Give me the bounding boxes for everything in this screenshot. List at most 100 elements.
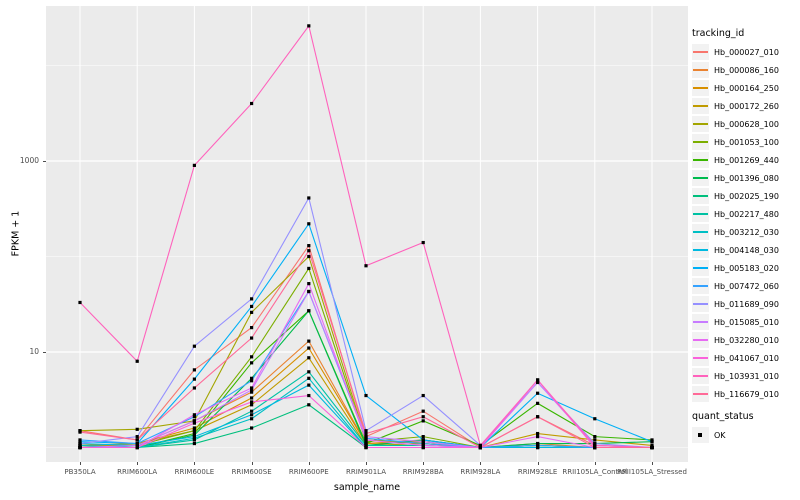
data-point [593,435,597,439]
x-tick-label: RRII105LA_Stressed [617,468,687,476]
data-point [593,441,597,446]
data-point [364,264,368,268]
data-point [421,409,425,413]
data-point [250,409,254,413]
x-tick-label: RRIM928LE [517,468,558,476]
data-point [650,443,654,448]
y-tick-label: 10 [29,347,39,356]
data-point [421,445,425,450]
data-point [307,393,311,398]
data-point [192,386,196,390]
data-point [78,440,82,444]
data-point [135,443,139,448]
x-tick-label: RRIM600LA [117,468,158,476]
legend-entry: Hb_004148_030 [692,241,798,259]
data-point [536,391,540,395]
x-tick-mark [594,462,596,465]
data-point [78,445,82,450]
line-swatch-icon [692,134,709,150]
legend-entry-label: Hb_015085_010 [714,317,779,327]
data-point [650,438,654,442]
legend-entry-label: Hb_000164_250 [714,83,779,93]
legend-entry: Hb_000027_010 [692,43,798,61]
legend-entry: Hb_002217_480 [692,205,798,223]
data-point [307,339,311,343]
x-tick-label: RRIM928LA [460,468,501,476]
line-swatch-icon [692,206,709,222]
legend-entry-label: OK [714,430,726,440]
data-point [307,356,311,360]
data-point [78,443,82,448]
legend: tracking_id Hb_000027_010 Hb_000086_160 Hb… [692,28,798,444]
data-point [78,441,82,446]
data-point [307,289,311,294]
data-point [593,417,597,421]
x-tick-mark [366,462,367,465]
data-point [536,415,540,419]
line-chart [46,6,688,462]
legend-entry: Hb_116679_010 [692,385,798,403]
legend-entry-ok: OK [692,426,798,444]
data-point [421,435,425,439]
line-swatch-icon [692,170,709,186]
data-point [307,282,311,286]
data-point [250,355,254,359]
data-point [593,443,597,448]
legend-entry-label: Hb_000172_260 [714,101,779,111]
line-swatch-icon [692,314,709,330]
data-point [307,376,311,380]
legend-title-quant-status: quant_status [692,411,754,422]
legend-entry-label: Hb_011689_090 [714,299,779,309]
data-point [421,443,425,448]
data-point [250,336,254,340]
legend-entry: Hb_011689_090 [692,295,798,313]
data-point [78,300,82,305]
data-point [250,426,254,430]
data-point [250,403,254,407]
data-point [192,438,196,442]
legend-entry-label: Hb_000027_010 [714,47,779,57]
legend-entry: Hb_005183_020 [692,259,798,277]
data-point [78,430,82,434]
data-point [250,376,254,380]
x-tick-mark [652,462,653,465]
data-point [536,445,540,450]
line-swatch-icon [692,80,709,96]
legend-entry-label: Hb_001053_100 [714,137,779,147]
legend-entry: Hb_007472_060 [692,277,798,295]
data-point [421,441,425,446]
legend-entry: Hb_001269_440 [692,151,798,169]
legend-entry-label: Hb_005183_020 [714,263,779,273]
legend-entry-label: Hb_001269_440 [714,155,779,165]
data-point [192,368,196,372]
line-swatch-icon [692,98,709,114]
data-point [307,346,311,350]
x-tick-label: RRII105LA_Control [562,468,628,476]
data-point [593,445,597,450]
line-swatch-icon [692,386,709,402]
line-swatch-icon [692,44,709,60]
data-point [421,440,425,444]
data-point [478,445,482,450]
legend-entries: Hb_000027_010 Hb_000086_160 Hb_000164_250 H… [692,43,798,403]
legend-entry: Hb_015085_010 [692,313,798,331]
legend-entry-label: Hb_041067_010 [714,353,779,363]
y-tick-mark [43,352,46,353]
x-tick-mark [423,462,425,465]
legend-entry-label: Hb_002217_480 [714,209,779,219]
line-swatch-icon [692,242,709,258]
data-point [250,390,254,394]
legend-entry-label: Hb_007472_060 [714,281,779,291]
legend-entry-label: Hb_002025_190 [714,191,779,201]
ok-square-icon [692,427,709,443]
x-tick-mark [80,462,81,465]
data-point [364,443,368,448]
data-point [307,254,311,259]
data-point [364,438,368,442]
legend-quant-status: quant_status OK [692,411,798,444]
data-point [192,436,196,440]
data-point [307,383,311,387]
line-swatch-icon [692,296,709,312]
data-point [421,415,425,419]
data-point [135,445,139,450]
